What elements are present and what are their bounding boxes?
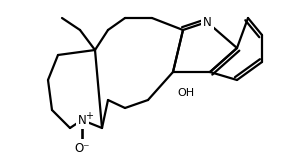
Text: OH: OH xyxy=(177,88,194,98)
Text: +: + xyxy=(85,111,93,121)
Text: N: N xyxy=(203,16,211,29)
Text: N: N xyxy=(78,113,86,126)
Text: O⁻: O⁻ xyxy=(74,142,90,154)
